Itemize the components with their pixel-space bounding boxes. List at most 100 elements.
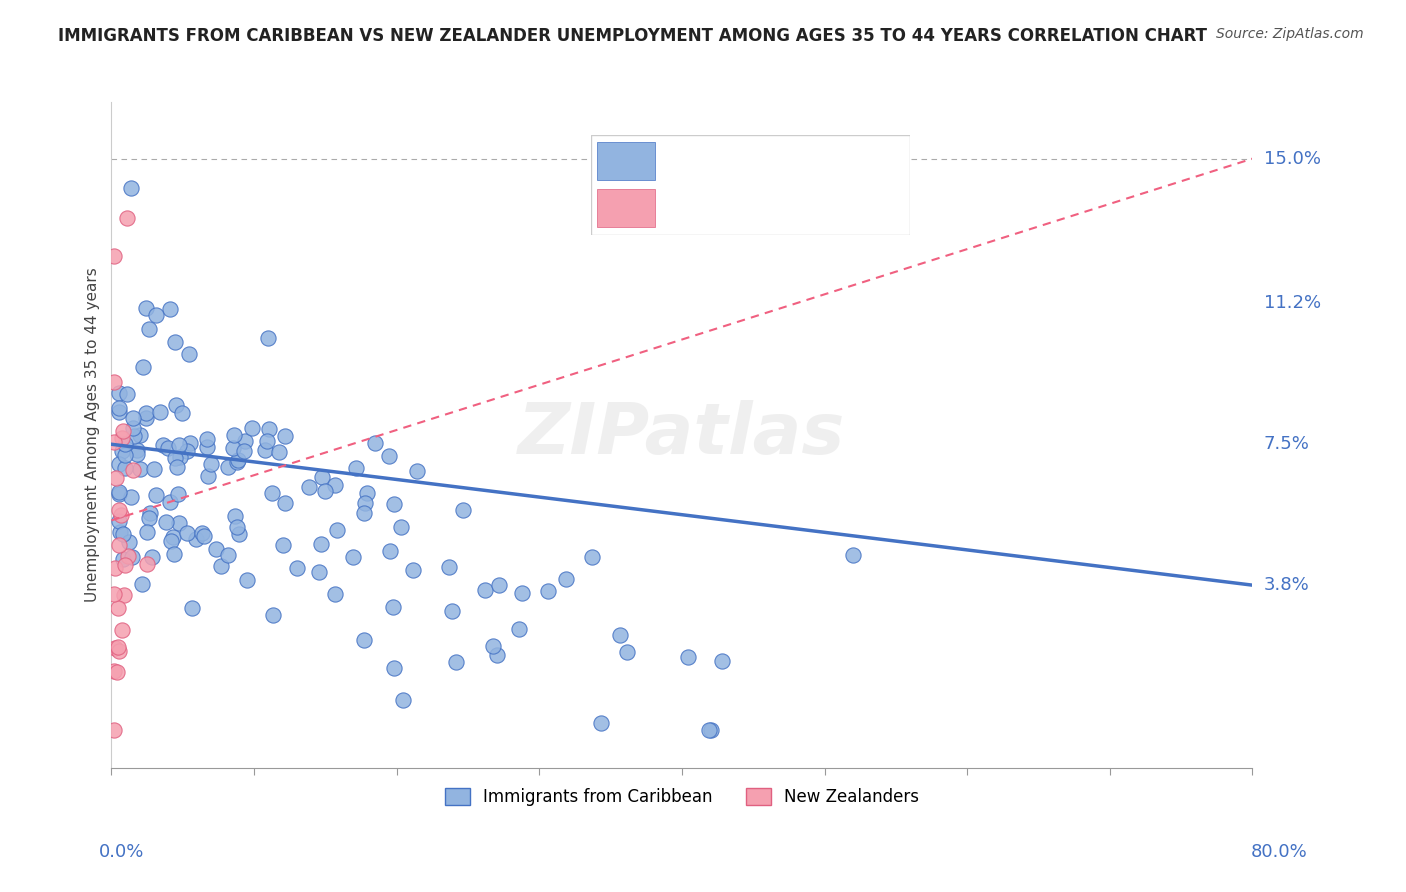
Point [382,661,405,675]
Point [170,406,193,420]
Point [437,559,460,574]
Point [103,723,125,737]
Text: 15.0%: 15.0% [1264,150,1320,168]
Point [127,442,149,457]
Point [444,655,467,669]
Point [107,514,129,528]
Point [135,410,157,425]
Point [114,437,136,451]
Point [159,301,181,316]
Point [167,438,190,452]
Point [308,566,330,580]
Point [228,527,250,541]
Point [184,532,207,546]
Point [111,443,134,458]
Point [482,639,505,653]
Point [488,577,510,591]
Point [242,421,264,435]
Point [122,463,145,477]
Point [165,450,187,465]
Point [508,622,530,636]
Point [159,533,181,548]
Point [537,583,560,598]
Point [353,506,375,520]
Legend: Immigrants from Caribbean, New Zealanders: Immigrants from Caribbean, New Zealander… [439,781,927,813]
Point [155,515,177,529]
Point [200,457,222,471]
Point [711,654,734,668]
Point [267,445,290,459]
Point [138,506,160,520]
Point [111,624,134,638]
Point [700,723,723,737]
Point [440,604,463,618]
Point [149,405,172,419]
Text: ZIPatlas: ZIPatlas [519,401,845,469]
Point [554,572,576,586]
Point [342,549,364,564]
Point [105,665,128,679]
Point [112,589,135,603]
Text: 0.0%: 0.0% [98,843,143,861]
Point [111,527,134,541]
Point [195,440,218,454]
Point [180,601,202,615]
Point [114,448,136,462]
Point [311,470,333,484]
Point [226,452,249,467]
Point [195,432,218,446]
Text: 3.8%: 3.8% [1264,576,1309,594]
Text: 7.5%: 7.5% [1264,435,1309,453]
Point [353,632,375,647]
Point [323,587,346,601]
Point [678,650,700,665]
Point [226,455,249,469]
Point [233,443,256,458]
Point [117,549,139,564]
Point [120,490,142,504]
Point [110,508,132,522]
Point [165,398,187,412]
Point [169,450,191,464]
Point [135,406,157,420]
Point [389,520,412,534]
Point [165,334,187,349]
Point [107,502,129,516]
Point [162,530,184,544]
Point [314,484,336,499]
Point [122,429,145,443]
Point [842,548,865,562]
Point [177,347,200,361]
Point [363,436,385,450]
Point [197,469,219,483]
Point [204,541,226,556]
Point [378,544,401,558]
Y-axis label: Unemployment Among Ages 35 to 44 years: Unemployment Among Ages 35 to 44 years [86,268,100,602]
Point [193,528,215,542]
Point [131,577,153,591]
Point [108,524,131,539]
Point [253,442,276,457]
Point [474,582,496,597]
Point [581,550,603,565]
Point [103,664,125,678]
Point [191,526,214,541]
Point [107,640,129,655]
Point [135,301,157,315]
Point [256,331,278,345]
Point [135,525,157,540]
Point [107,487,129,501]
Point [392,693,415,707]
Point [108,457,131,471]
Point [510,586,533,600]
Point [271,538,294,552]
Point [485,648,508,662]
Point [697,723,720,737]
Point [114,558,136,572]
Point [217,460,239,475]
Point [406,464,429,478]
Point [107,385,129,400]
Point [159,495,181,509]
Text: 11.2%: 11.2% [1264,294,1320,312]
Point [152,438,174,452]
